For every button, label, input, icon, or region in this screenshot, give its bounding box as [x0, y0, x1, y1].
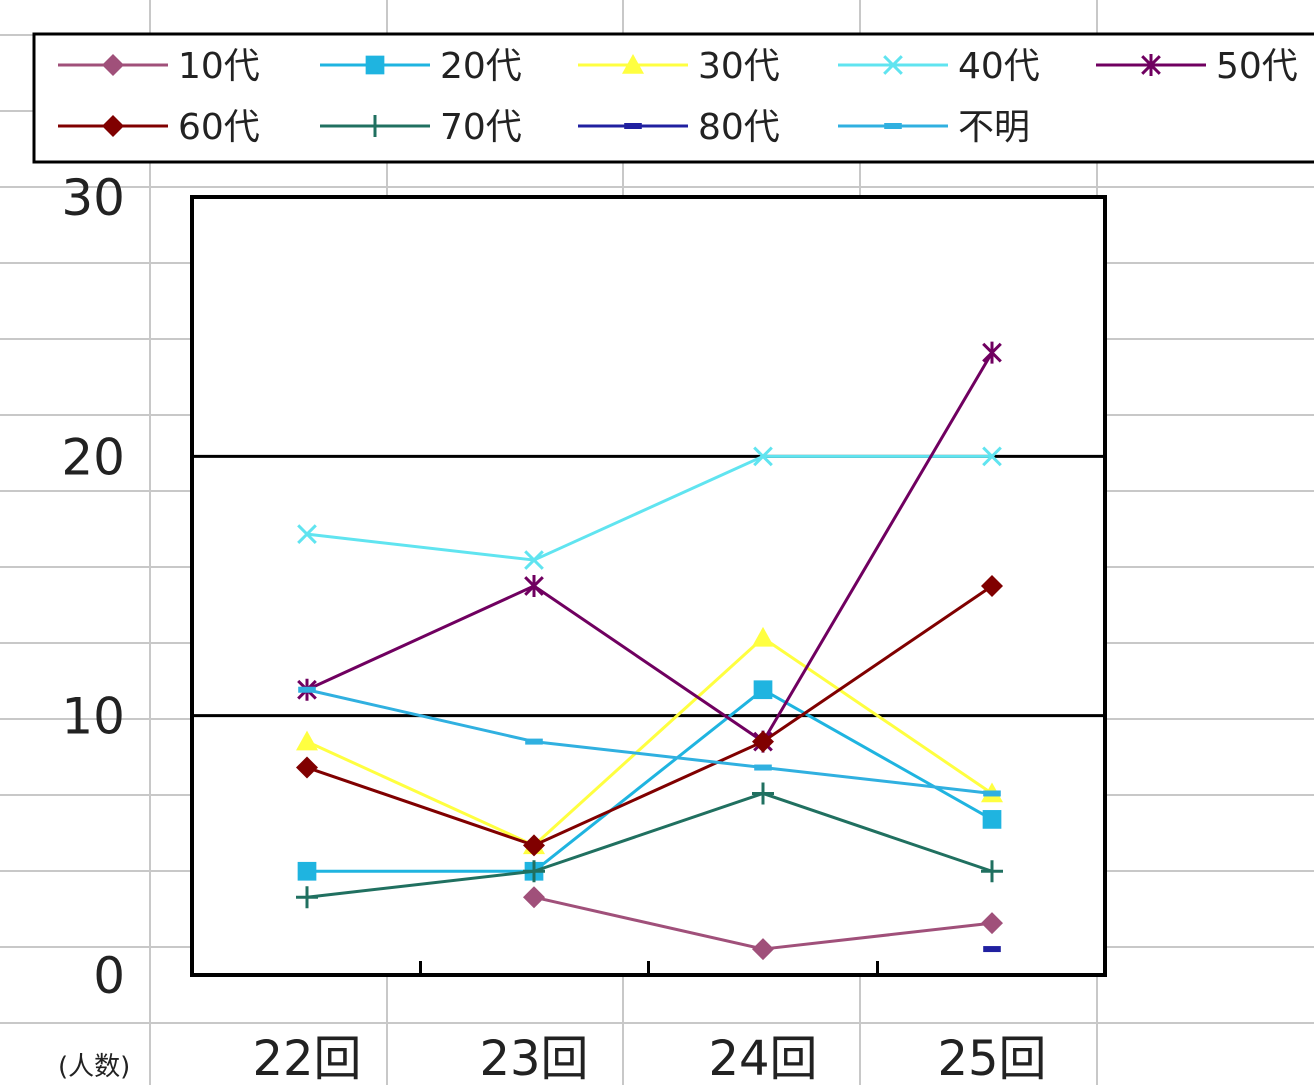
plot-area [190, 195, 1107, 977]
series-line-5 [306, 351, 994, 744]
data-point [524, 550, 544, 570]
data-point [753, 680, 773, 700]
data-point [752, 730, 774, 753]
y-tick-label-20: 20 [61, 428, 125, 486]
legend-box [32, 32, 1314, 164]
data-point [296, 756, 318, 779]
series-line-2 [307, 688, 993, 873]
data-point [752, 626, 774, 647]
series-line-6 [306, 584, 993, 847]
legend-label: 70代 [440, 107, 522, 148]
y-axis-tick-labels: 0 10 20 30 [61, 169, 125, 1005]
data-point [981, 860, 1003, 883]
data-point [297, 861, 317, 881]
x-tick-label-0: 22回 [252, 1031, 361, 1085]
y-tick-label-30: 30 [61, 169, 125, 227]
data-point [298, 686, 316, 693]
data-point [297, 524, 317, 544]
data-point [752, 938, 774, 961]
data-point [523, 860, 545, 883]
y-tick-label-10: 10 [61, 688, 125, 746]
legend-label: 40代 [958, 46, 1040, 87]
data-point [981, 912, 1003, 935]
series-line-4 [306, 454, 992, 562]
legend-marker [624, 123, 642, 129]
legend-label: 60代 [178, 107, 260, 148]
data-point [524, 575, 544, 597]
legend-item: 30代 [578, 46, 780, 87]
data-point [983, 790, 1001, 797]
series-7 [296, 782, 1003, 909]
x-tick-label-1: 23回 [479, 1031, 588, 1085]
series-8 [983, 946, 1001, 953]
legend-item: 80代 [578, 107, 780, 148]
data-point [523, 886, 545, 909]
series-6 [296, 575, 1003, 857]
legend-label: 10代 [178, 46, 260, 87]
legend-item: 10代 [58, 46, 260, 87]
series-line-7 [306, 791, 993, 899]
legend-item: 60代 [58, 107, 260, 148]
legend-label: 20代 [440, 46, 522, 87]
legend-marker [364, 115, 386, 137]
series-line-9 [306, 688, 993, 795]
data-point [523, 834, 545, 857]
data-point [752, 782, 774, 805]
data-point [981, 575, 1003, 597]
data-point [754, 764, 772, 771]
data-point [983, 946, 1001, 953]
legend-marker [622, 54, 644, 74]
legend-label: 不明 [958, 107, 1030, 148]
series-4 [297, 446, 1002, 570]
series-2 [297, 680, 1002, 881]
series-9 [298, 686, 1001, 797]
legend-marker [365, 55, 385, 75]
legend-item: 70代 [320, 107, 522, 148]
series-layer [296, 341, 1003, 961]
legend-label: 30代 [698, 46, 780, 87]
data-point [296, 730, 318, 751]
legend-marker [102, 54, 124, 76]
legend-item: 40代 [838, 46, 1040, 87]
legend-item: 20代 [320, 46, 522, 87]
x-tick-label-3: 25回 [937, 1031, 1046, 1085]
x-axis-category-labels: 22回 23回 24回 25回 [252, 1031, 1046, 1085]
legend-item: 不明 [838, 107, 1030, 148]
y-tick-label-0: 0 [93, 947, 125, 1005]
legend-label: 80代 [698, 107, 780, 148]
x-tick-label-2: 24回 [708, 1031, 817, 1085]
data-point [296, 886, 318, 909]
legend-label: 50代 [1216, 46, 1298, 87]
legend-marker [102, 115, 124, 137]
data-point [982, 341, 1002, 364]
legend: 10代 20代 30代 40代 50代 60代 70代 80代 不明 [32, 32, 1314, 164]
data-point [753, 446, 773, 467]
y-axis-unit-label: (人数) [58, 1052, 130, 1082]
series-1 [523, 886, 1003, 961]
data-point [982, 810, 1002, 829]
data-point [525, 738, 543, 745]
legend-marker [883, 55, 903, 75]
series-line-3 [306, 636, 993, 847]
x-axis-tick-marks [419, 961, 879, 975]
data-point [982, 446, 1002, 467]
legend-marker [884, 123, 902, 129]
legend-item: 50代 [1096, 46, 1298, 87]
legend-marker [1141, 54, 1161, 76]
